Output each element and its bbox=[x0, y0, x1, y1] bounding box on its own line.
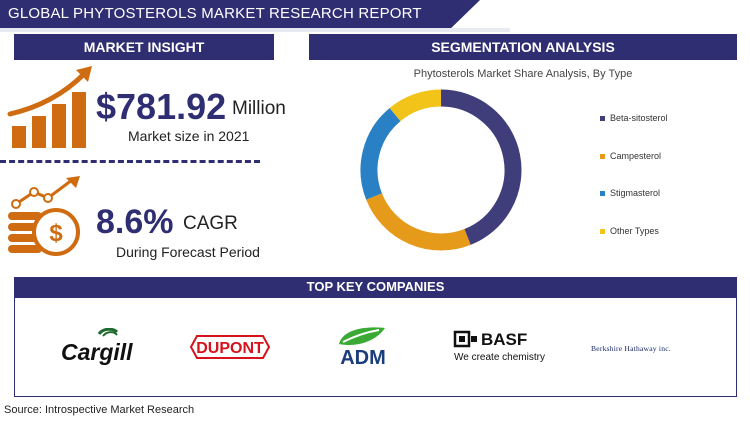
insight-divider bbox=[0, 160, 260, 163]
legend-swatch bbox=[600, 153, 605, 159]
svg-text:$: $ bbox=[49, 220, 63, 247]
legend-item: Other Types bbox=[600, 226, 659, 236]
legend-item: Campesterol bbox=[600, 151, 661, 161]
legend-swatch bbox=[600, 228, 605, 234]
legend-label: Other Types bbox=[610, 226, 659, 236]
basf-logo: BASF We create chemistry bbox=[451, 330, 551, 369]
growth-chart-icon bbox=[7, 66, 92, 148]
cagr-value: 8.6% bbox=[96, 203, 174, 241]
title-banner bbox=[0, 0, 480, 28]
legend-label: Campesterol bbox=[610, 151, 662, 161]
berkshire-logo: Berkshire Hathaway inc. bbox=[589, 340, 697, 361]
market-size-unit: Million bbox=[232, 98, 286, 119]
title-stripe bbox=[0, 28, 510, 32]
legend-item: Beta-sitosterol bbox=[600, 113, 668, 123]
donut-chart bbox=[360, 89, 522, 251]
legend-label: Stigmasterol bbox=[610, 188, 661, 198]
cargill-logo: Cargill bbox=[59, 327, 143, 371]
cagr-unit: CAGR bbox=[183, 213, 238, 234]
adm-leaf-logo: ADM bbox=[329, 324, 397, 373]
cagr-label: During Forecast Period bbox=[116, 244, 260, 260]
svg-text:DUPONT: DUPONT bbox=[196, 340, 264, 357]
market-insight-header: MARKET INSIGHT bbox=[14, 34, 274, 60]
svg-text:We create chemistry: We create chemistry bbox=[454, 352, 545, 363]
donut-slice-campesterol bbox=[366, 193, 471, 251]
svg-text:ADM: ADM bbox=[340, 347, 386, 368]
source-note: Source: Introspective Market Research bbox=[4, 404, 195, 416]
donut-slice-other-types bbox=[389, 89, 442, 122]
legend-label: Beta-sitosterol bbox=[610, 113, 668, 123]
dollar-coins-growth-icon: $ bbox=[8, 176, 80, 256]
market-size-label: Market size in 2021 bbox=[128, 128, 250, 144]
svg-text:BASF: BASF bbox=[481, 330, 527, 349]
legend-item: Stigmasterol bbox=[600, 188, 660, 198]
donut-slice-beta-sitosterol bbox=[440, 89, 522, 245]
market-size-value: $781.92 bbox=[96, 86, 227, 127]
companies-logo-strip: Cargill DUPONT ADM BASF We create chemi bbox=[14, 297, 737, 397]
segmentation-header: SEGMENTATION ANALYSIS bbox=[309, 34, 737, 60]
chart-title: Phytosterols Market Share Analysis, By T… bbox=[413, 68, 633, 80]
top-companies-header: TOP KEY COMPANIES bbox=[14, 277, 737, 297]
svg-text:Berkshire Hathaway inc.: Berkshire Hathaway inc. bbox=[591, 344, 671, 353]
legend-swatch bbox=[600, 115, 605, 121]
legend-swatch bbox=[600, 190, 605, 196]
report-title: GLOBAL PHYTOSTEROLS MARKET RESEARCH REPO… bbox=[8, 5, 422, 22]
donut-slice-stigmasterol bbox=[360, 107, 401, 200]
dupont-logo: DUPONT bbox=[187, 334, 273, 365]
svg-text:Cargill: Cargill bbox=[61, 339, 133, 365]
